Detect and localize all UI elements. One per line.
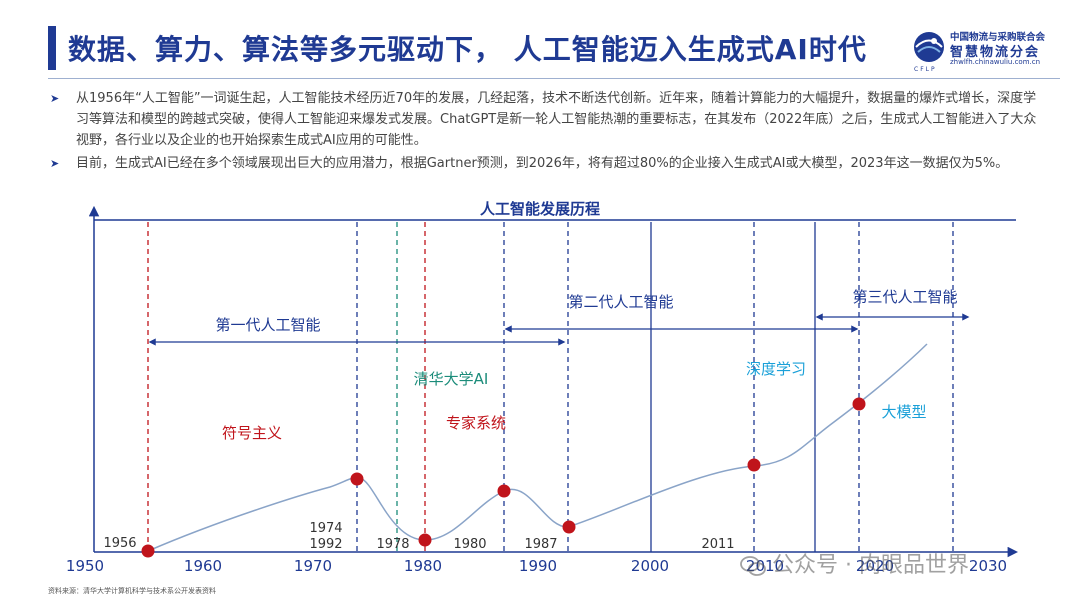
globe-logo-icon	[914, 32, 944, 62]
x-tick-1950: 1950	[66, 557, 104, 575]
milestone-dot-1956	[141, 544, 155, 558]
milestone-label-1987: 1987	[524, 537, 557, 552]
era-2-label: 第二代人工智能	[568, 293, 673, 311]
watermark-text: 公众号 · 肉眼品世界	[772, 553, 969, 578]
title-accent-bar	[48, 26, 56, 70]
milestone-label-1978: 1978	[376, 537, 409, 552]
era-spans: 第一代人工智能 第二代人工智能 第三代人工智能	[148, 288, 970, 346]
logo-branch-name: 智慧物流分会	[950, 45, 1041, 60]
milestone-label-2011: 2011	[701, 537, 734, 552]
logo-abbr: CFLP	[914, 66, 937, 73]
logo-website: zhwlfh.chinawuliu.com.cn	[950, 58, 1041, 66]
intro-bullets: ➤ 从1956年“人工智能”一词诞生起，人工智能技术经历近70年的发展，几经起落…	[48, 88, 1038, 176]
x-tick-1980: 1980	[404, 557, 442, 575]
phase-expert-systems: 专家系统	[446, 414, 506, 432]
milestone-dot-2018	[852, 397, 866, 411]
milestone-labels: 1956 1974 1992 1978 1980 1987 2011	[103, 521, 734, 552]
bullet-item: ➤ 从1956年“人工智能”一词诞生起，人工智能技术经历近70年的发展，几经起落…	[48, 88, 1038, 151]
era-1-label: 第一代人工智能	[215, 316, 320, 334]
phase-symbolism: 符号主义	[222, 424, 282, 442]
x-tick-1970: 1970	[294, 557, 332, 575]
milestone-dot-1987	[497, 484, 511, 498]
arrow-bullet-icon: ➤	[50, 92, 60, 105]
x-tick-labels: 1950 1960 1970 1980 1990 2000 2010 2020 …	[66, 557, 1007, 575]
logo-org-name: 中国物流与采购联合会	[950, 32, 1046, 43]
era-3-label: 第三代人工智能	[852, 288, 957, 306]
milestone-dot-1980	[418, 533, 432, 547]
diagram-title: 人工智能发展历程	[480, 200, 600, 218]
milestone-dot-2011	[747, 458, 761, 472]
development-curve	[147, 343, 928, 552]
x-tick-2020: 2020	[856, 557, 894, 575]
phase-tsinghua-ai: 清华大学AI	[414, 370, 489, 388]
page-title: 数据、算力、算法等多元驱动下， 人工智能迈入生成式AI时代	[68, 33, 867, 66]
source-note: 资料来源：清华大学计算机科学与技术系公开发表资料	[48, 587, 216, 595]
phase-deep-learning: 深度学习	[746, 360, 806, 378]
milestone-label-1980: 1980	[453, 537, 486, 552]
milestone-dot-1974	[350, 472, 364, 486]
bullet-text: 目前，生成式AI已经在多个领域展现出巨大的应用潜力，根据Gartner预测，到2…	[76, 156, 1009, 171]
cflp-logo: 中国物流与采购联合会 智慧物流分会 zhwlfh.chinawuliu.com.…	[912, 26, 1062, 73]
x-tick-1990: 1990	[519, 557, 557, 575]
x-tick-1960: 1960	[184, 557, 222, 575]
milestone-dot-1992	[562, 520, 576, 534]
arrow-bullet-icon: ➤	[50, 157, 60, 170]
x-tick-2030: 2030	[969, 557, 1007, 575]
header-divider	[48, 78, 1060, 79]
milestone-label-1974: 1974	[309, 521, 342, 536]
milestone-dots	[141, 397, 866, 558]
phase-labels: 符号主义 清华大学AI 专家系统 深度学习 大模型	[222, 360, 927, 442]
wechat-watermark: 公众号 · 肉眼品世界	[740, 547, 969, 579]
bullet-item: ➤ 目前，生成式AI已经在多个领域展现出巨大的应用潜力，根据Gartner预测，…	[48, 153, 1038, 174]
wechat-icon	[740, 556, 766, 576]
timeline-markers	[147, 222, 954, 552]
bullet-text: 从1956年“人工智能”一词诞生起，人工智能技术经历近70年的发展，几经起落，技…	[76, 91, 1037, 148]
milestone-label-1956: 1956	[103, 536, 136, 551]
phase-large-models: 大模型	[881, 403, 926, 421]
x-tick-2000: 2000	[631, 557, 669, 575]
milestone-label-1992: 1992	[309, 537, 342, 552]
